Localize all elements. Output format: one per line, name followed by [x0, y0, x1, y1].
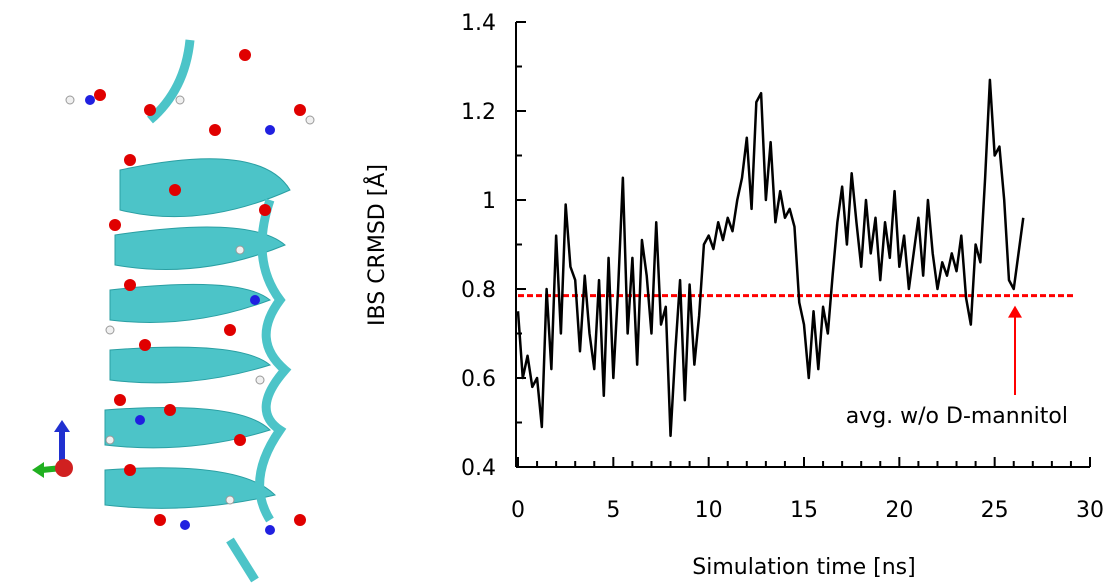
y-axis-title: IBS CRMSD [Å]: [363, 164, 390, 326]
x-axis-title: Simulation time [ns]: [692, 555, 915, 580]
y-tick-label: 0.6: [461, 367, 496, 392]
y-tick-label: 1: [482, 189, 496, 214]
y-tick-label: 0.4: [461, 456, 496, 481]
x-tick-label: 25: [981, 498, 1009, 523]
molecule-image: [32, 39, 315, 583]
x-tick-label: 20: [885, 498, 913, 523]
y-tick-label: 1.2: [461, 100, 496, 125]
y-tick-label: 1.4: [461, 11, 496, 36]
x-tick-label: 10: [695, 498, 723, 523]
annotation-arrowhead: [1008, 305, 1022, 318]
annotation: avg. w/o D-mannitol: [846, 404, 1068, 429]
x-tick-label: 15: [790, 498, 818, 523]
x-tick-label: 5: [606, 498, 620, 523]
x-tick-label: 30: [1076, 498, 1104, 523]
x-tick-label: 0: [511, 498, 525, 523]
data-line: [516, 78, 1025, 438]
y-tick-label: 0.8: [461, 278, 496, 303]
